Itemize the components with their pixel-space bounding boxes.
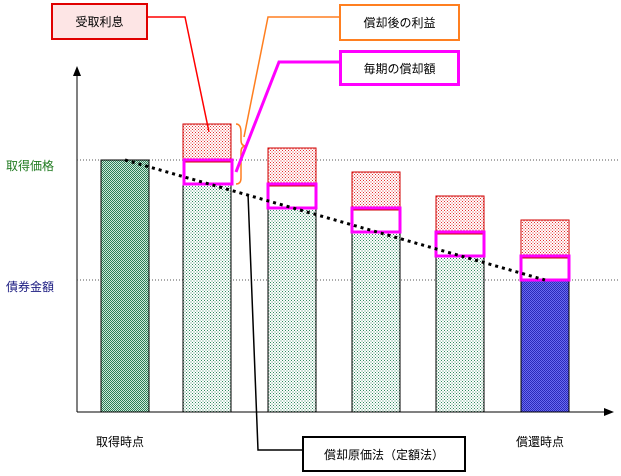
periodic-amortization-callout: 毎期の償却額 xyxy=(339,50,460,86)
face-value-label: 債券金額 xyxy=(6,280,55,294)
amortization-box-3 xyxy=(350,206,402,234)
bar-period-2 xyxy=(267,207,317,413)
method-leader-line xyxy=(247,193,302,451)
profit-after-amortization-callout: 償却後の利益 xyxy=(339,4,460,41)
interest-block-5 xyxy=(520,219,570,259)
amortization-box-1 xyxy=(182,158,234,186)
acquisition-price-label: 取得価格 xyxy=(6,159,55,173)
amortization-box-4 xyxy=(434,230,486,258)
profit-leader-line xyxy=(243,16,339,138)
bar-period-4 xyxy=(435,255,485,413)
acquisition-time-label: 取得時点 xyxy=(96,435,145,449)
interest-block-3 xyxy=(351,171,401,211)
amortization-box-2 xyxy=(266,182,318,210)
amortization-box-5 xyxy=(519,254,571,282)
amortization-leader-line xyxy=(234,60,339,173)
bar-redemption xyxy=(520,279,570,413)
y-axis-arrowhead xyxy=(73,66,81,76)
redemption-time-label: 償還時点 xyxy=(516,435,565,449)
interest-block-1 xyxy=(182,123,232,163)
interest-block-2 xyxy=(267,147,317,187)
amortization-trend-line xyxy=(124,158,546,282)
bar-period-1 xyxy=(182,183,232,413)
interest-leader-line xyxy=(148,16,210,133)
x-axis-arrowhead xyxy=(604,408,614,416)
bar-acquisition xyxy=(100,159,150,413)
bar-period-3 xyxy=(351,231,401,413)
amortized-cost-method-callout: 償却原価法（定額法） xyxy=(302,436,466,472)
interest-received-callout: 受取利息 xyxy=(51,3,148,40)
interest-block-4 xyxy=(435,195,485,235)
